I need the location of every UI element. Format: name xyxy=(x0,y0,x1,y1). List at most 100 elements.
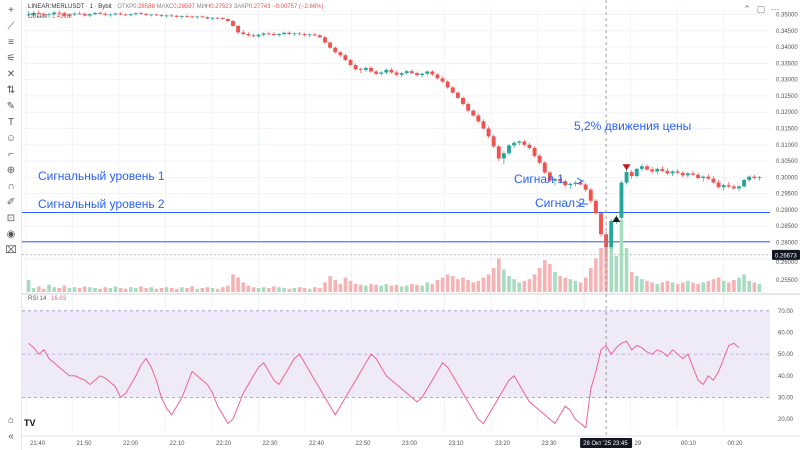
candle-body xyxy=(333,47,338,53)
maximize-pane-icon[interactable]: ▢ xyxy=(756,3,766,14)
volume-value: 1.431M xyxy=(51,14,72,20)
volume-bar xyxy=(604,244,608,292)
visibility-icon[interactable]: ◉ xyxy=(6,229,16,240)
volume-bar xyxy=(486,274,491,292)
volume-bar xyxy=(640,279,644,292)
candle-body xyxy=(731,186,736,189)
ruler-icon[interactable]: ⌐ xyxy=(8,149,14,160)
candle-body xyxy=(312,34,317,36)
candle-body xyxy=(133,13,138,15)
forecast-tool-icon[interactable]: ⇅ xyxy=(6,85,16,96)
volume-bar xyxy=(180,287,184,292)
candle-body xyxy=(93,12,97,15)
rsi-tick-label: 50.00 xyxy=(778,352,794,358)
candle-body xyxy=(501,153,506,159)
candle-body xyxy=(445,81,450,88)
text-tool-icon[interactable]: T xyxy=(7,117,15,128)
lock-icon[interactable]: ⊡ xyxy=(6,213,16,224)
tradingview-logo: TV xyxy=(24,418,36,428)
volume-bar xyxy=(599,248,603,292)
candle-body xyxy=(670,171,675,174)
candle-body xyxy=(261,33,266,35)
volume-bar xyxy=(353,284,358,292)
candle-body xyxy=(547,172,552,181)
candle-body xyxy=(512,142,517,146)
volume-tick-label: 0.26000 xyxy=(776,260,798,266)
candle-body xyxy=(26,14,31,16)
low-label: МИН xyxy=(196,4,211,10)
emoji-icon[interactable]: ☺ xyxy=(5,133,17,144)
candle-body xyxy=(379,72,384,74)
volume-bar xyxy=(634,276,639,292)
collapse-toolbar-icon[interactable]: « xyxy=(8,431,14,442)
volume-bar xyxy=(384,284,389,292)
time-tick-label: 23:20 xyxy=(495,441,511,447)
candle-body xyxy=(619,182,624,218)
volume-bar xyxy=(205,287,210,292)
candle-body xyxy=(277,34,281,36)
brush-icon[interactable]: ✎ xyxy=(6,101,16,112)
volume-bar xyxy=(292,288,297,292)
volume-bar xyxy=(88,287,92,292)
volume-bar xyxy=(594,258,598,292)
signal-1-arrowhead xyxy=(576,177,584,185)
candle-body xyxy=(507,145,511,154)
volume-bar xyxy=(333,280,338,292)
fib-tool-icon[interactable]: ⚟ xyxy=(6,53,16,64)
volume-bar xyxy=(645,280,649,292)
horizontal-lines-icon[interactable]: ≡ xyxy=(8,37,14,48)
candle-body xyxy=(757,177,762,179)
volume-bar xyxy=(338,284,343,292)
pattern-tool-icon[interactable]: ✕ xyxy=(6,69,16,80)
candle-body xyxy=(650,169,655,172)
volume-bar xyxy=(747,280,752,292)
volume-bar xyxy=(154,288,159,292)
rsi-tick-label: 40.00 xyxy=(778,374,794,380)
candle-body xyxy=(210,17,215,19)
volume-bar xyxy=(82,286,87,292)
symbol-label[interactable]: LINEAR:MERLUSDT · 1 · Bybit xyxy=(28,4,112,10)
stay-drawing-icon[interactable]: ✐ xyxy=(6,197,16,208)
object-tree-icon[interactable]: ⌂ xyxy=(7,415,15,426)
volume-bar xyxy=(430,284,435,292)
rsi-label[interactable]: RSI 14 xyxy=(28,296,47,302)
volume-bar xyxy=(261,287,266,292)
candle-body xyxy=(62,13,67,16)
collapse-pane-icon[interactable]: ⌃ xyxy=(743,3,751,14)
volume-bar xyxy=(328,276,332,292)
crosshair-icon[interactable]: + xyxy=(8,5,14,16)
candle-body xyxy=(231,21,235,26)
volume-bar xyxy=(537,268,542,292)
candle-body xyxy=(302,34,307,36)
trend-line-icon[interactable]: ⟋ xyxy=(7,21,15,32)
trash-icon[interactable]: ⌧ xyxy=(5,245,17,256)
volume-bar xyxy=(471,282,476,292)
chart-canvas[interactable]: 0.35000 0.34500 0.34000 0.33500 0.33000 0.325… xyxy=(22,0,800,450)
candle-body xyxy=(195,16,200,18)
candle-body xyxy=(742,179,747,187)
candle-body xyxy=(588,189,593,201)
volume-bar xyxy=(578,282,583,292)
magnet-icon[interactable]: ∩ xyxy=(7,181,15,192)
volume-bar xyxy=(752,282,757,292)
candle-body xyxy=(701,176,706,178)
candle-body xyxy=(384,69,389,73)
zoom-in-icon[interactable]: ⊕ xyxy=(6,165,16,176)
time-tick-label: 23:30 xyxy=(542,441,558,447)
candle-body xyxy=(374,71,379,74)
volume-bar xyxy=(52,287,56,292)
candle-body xyxy=(323,37,327,43)
volume-bar xyxy=(215,288,220,292)
volume-bar xyxy=(103,287,108,292)
candle-body xyxy=(394,72,399,75)
price-move-label: 5,2% движения цены xyxy=(574,119,692,133)
candle-body xyxy=(292,33,297,35)
signal-markers xyxy=(612,164,631,223)
rsi-value: 16.83 xyxy=(51,296,67,302)
time-tick-label: 22:40 xyxy=(309,441,325,447)
candle-body xyxy=(527,144,532,149)
pane-menu-icon[interactable]: ⋯ xyxy=(770,3,780,14)
volume-label[interactable]: Объём xyxy=(28,14,48,20)
change-value: −0.00757 (−2.66%) xyxy=(272,4,324,10)
price-tick-label: 0.34500 xyxy=(776,29,798,35)
